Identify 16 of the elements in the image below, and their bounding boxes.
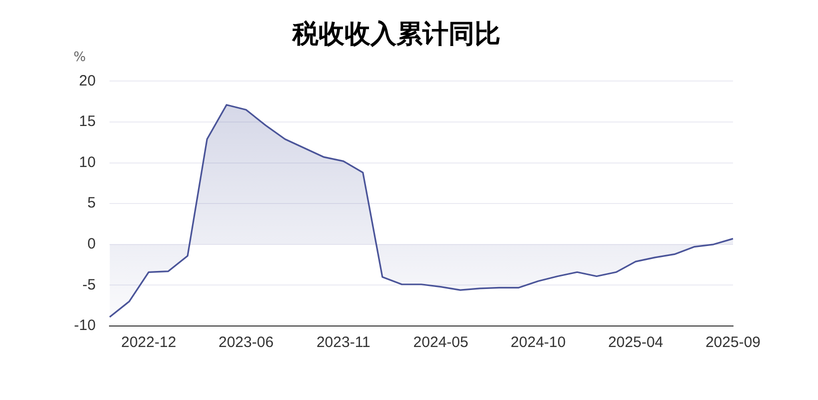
y-tick-label: 15 [78,113,96,130]
y-tick-label: 5 [87,194,96,212]
x-tick-label: 2023-06 [218,334,274,352]
y-axis-title: % [74,50,86,66]
x-tick-label: 2022-12 [121,334,176,352]
y-tick-label: 0 [87,236,96,253]
x-tick-label: 2024-05 [413,334,468,352]
x-tick-label: 2024-10 [510,334,566,352]
x-tick-label: 2025-04 [608,334,664,352]
y-tick-label: 20 [78,72,96,90]
y-tick-label: -10 [74,317,96,334]
y-tick-label: -5 [82,276,96,294]
x-tick-label: 2025-09 [705,334,761,352]
chart-title: 税收收入累计同比 [292,19,500,50]
x-tick-label: 2023-11 [316,334,370,352]
y-tick-label: 10 [78,154,96,171]
